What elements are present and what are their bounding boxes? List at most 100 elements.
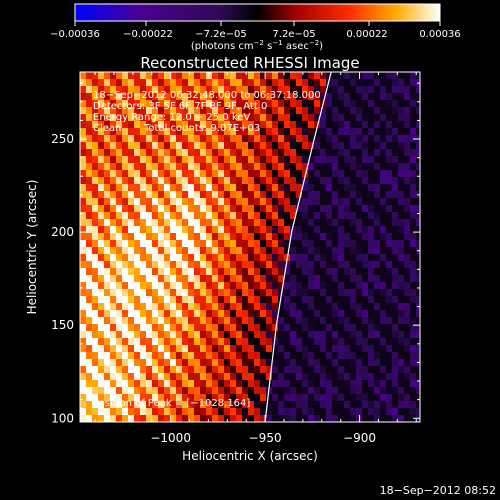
heatmap-cell [116,331,123,339]
heatmap-cell [212,247,219,255]
heatmap-cell [350,261,357,269]
heatmap-cell [128,373,135,381]
heatmap-cell [278,352,285,360]
heatmap-cell [170,156,177,164]
heatmap-cell [344,205,351,213]
heatmap-cell [200,289,207,297]
heatmap-cell [398,345,405,353]
heatmap-cell [218,394,225,402]
heatmap-cell [158,149,165,157]
heatmap-cell [116,100,123,108]
heatmap-cell [176,268,183,276]
heatmap-cell [302,345,309,353]
heatmap-cell [176,289,183,297]
heatmap-cell [260,100,267,108]
heatmap-cell [230,107,237,115]
heatmap-cell [230,135,237,143]
heatmap-cell [344,317,351,325]
heatmap-cell [224,205,231,213]
heatmap-cell [140,163,147,171]
heatmap-cell [302,331,309,339]
heatmap-cell [80,170,87,178]
heatmap-cell [128,191,135,199]
heatmap-cell [218,282,225,290]
heatmap-cell [224,156,231,164]
heatmap-cell [98,100,105,108]
heatmap-cell [176,184,183,192]
heatmap-cell [170,345,177,353]
heatmap-cell [110,324,117,332]
heatmap-cell [212,212,219,220]
heatmap-cell [182,408,189,416]
heatmap-cell [296,128,303,136]
heatmap-cell [404,261,411,269]
heatmap-cell [338,415,345,422]
heatmap-cell [272,247,279,255]
heatmap-cell [332,352,339,360]
heatmap-cell [320,401,327,409]
heatmap-cell [320,352,327,360]
heatmap-cell [284,226,291,234]
heatmap-cell [386,394,393,402]
heatmap-cell [86,261,93,269]
heatmap-cell [182,226,189,234]
heatmap-cell [146,366,153,374]
heatmap-cell [188,345,195,353]
heatmap-cell [134,296,141,304]
heatmap-cell [230,212,237,220]
heatmap-cell [296,226,303,234]
heatmap-cell [302,135,309,143]
heatmap-cell [332,93,339,101]
heatmap-cell [380,107,387,115]
heatmap-cell [272,345,279,353]
heatmap-cell [332,163,339,171]
heatmap-cell [290,296,297,304]
heatmap-cell [248,100,255,108]
heatmap-cell [86,247,93,255]
heatmap-cell [134,128,141,136]
heatmap-cell [110,247,117,255]
heatmap-cell [92,373,99,381]
heatmap-cell [344,121,351,129]
heatmap-cell [236,198,243,206]
heatmap-cell [326,219,333,227]
heatmap-cell [80,79,87,87]
heatmap-cell [266,310,273,318]
heatmap-cell [194,121,201,129]
heatmap-cell [92,72,99,80]
heatmap-cell [380,184,387,192]
heatmap-cell [236,226,243,234]
heatmap-cell [356,338,363,346]
heatmap-cell [218,303,225,311]
heatmap-cell [122,415,129,422]
heatmap-cell [152,184,159,192]
heatmap-cell [164,366,171,374]
heatmap-cell [182,380,189,388]
heatmap-cell [152,114,159,122]
heatmap-cell [98,107,105,115]
heatmap-cell [326,163,333,171]
heatmap-cell [266,114,273,122]
heatmap-cell [80,401,87,409]
heatmap-cell [374,219,381,227]
heatmap-cell [122,254,129,262]
heatmap-cell [194,212,201,220]
heatmap-cell [146,268,153,276]
heatmap-cell [170,170,177,178]
heatmap-cell [362,394,369,402]
heatmap-cell [344,408,351,416]
heatmap-cell [278,149,285,157]
heatmap-cell [356,191,363,199]
heatmap-cell [254,352,261,360]
heatmap-cell [260,275,267,283]
heatmap-cell [416,156,420,164]
heatmap-cell [188,212,195,220]
heatmap-cell [332,408,339,416]
heatmap-cell [104,324,111,332]
heatmap-cell [110,317,117,325]
heatmap-cell [200,205,207,213]
heatmap-cell [212,268,219,276]
heatmap-cell [254,394,261,402]
heatmap-cell [332,128,339,136]
